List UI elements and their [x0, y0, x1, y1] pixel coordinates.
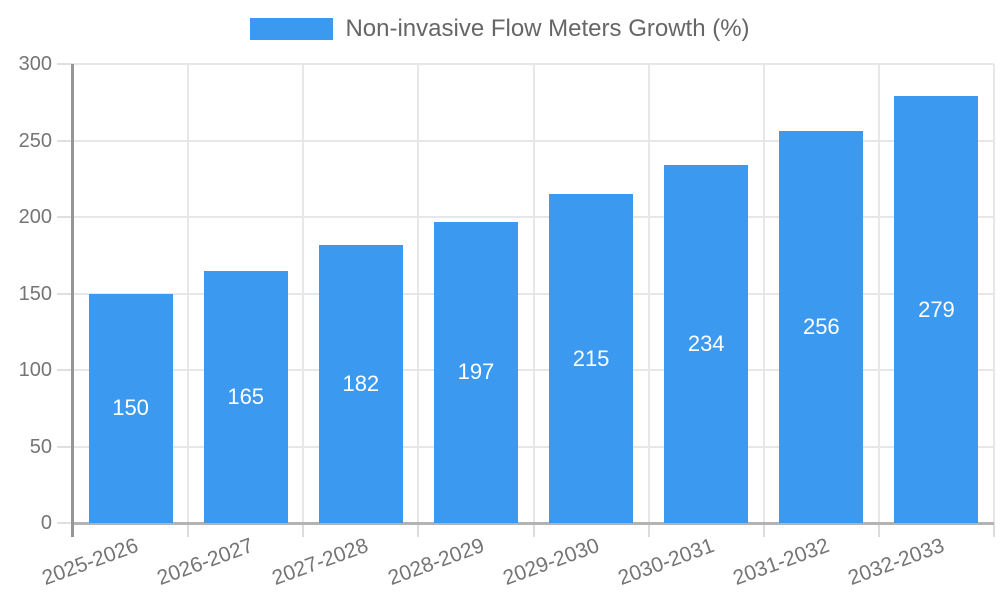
- x-tick-label: 2029-2030: [499, 534, 602, 590]
- bar: [664, 164, 749, 523]
- x-axis-tick: [762, 523, 765, 537]
- x-tick-label: 2027-2028: [269, 534, 372, 590]
- bar: [779, 131, 864, 523]
- legend-swatch: [250, 18, 334, 40]
- x-gridline: [417, 64, 420, 523]
- x-gridline: [993, 64, 995, 523]
- y-axis-tick: [57, 445, 73, 448]
- x-axis-tick: [877, 523, 880, 537]
- y-tick-label: 50: [29, 435, 52, 458]
- x-gridline: [302, 64, 305, 523]
- x-gridline: [877, 64, 880, 523]
- bar: [318, 244, 403, 523]
- y-axis-tick: [57, 139, 73, 142]
- bar: [433, 221, 518, 523]
- bar: [88, 293, 173, 523]
- bar: [549, 194, 634, 523]
- x-tick-label: 2026-2027: [154, 534, 257, 590]
- y-tick-label: 100: [18, 359, 52, 381]
- bar-value-label: 150: [112, 395, 149, 421]
- y-tick-label: 150: [18, 282, 52, 305]
- bar-value-label: 182: [342, 370, 380, 396]
- x-tick-label: 2032-2033: [845, 534, 948, 590]
- y-axis-tick: [57, 369, 73, 371]
- x-axis-tick: [532, 523, 535, 537]
- x-axis-tick: [187, 523, 190, 537]
- y-axis-tick: [57, 522, 73, 524]
- x-axis: [73, 522, 994, 525]
- bar: [203, 270, 288, 523]
- x-axis-tick: [417, 523, 420, 537]
- legend-label: Non-invasive Flow Meters Growth (%): [345, 15, 750, 42]
- bar-value-label: 197: [457, 359, 495, 385]
- bar: [894, 96, 979, 523]
- y-axis-tick: [57, 63, 73, 65]
- bar-value-label: 165: [227, 383, 265, 409]
- x-tick-label: 2031-2032: [729, 534, 833, 590]
- x-gridline: [532, 64, 535, 523]
- y-axis: [71, 64, 74, 537]
- y-tick-label: 300: [18, 53, 52, 75]
- x-axis-tick: [993, 523, 995, 537]
- bar-value-label: 279: [918, 296, 955, 322]
- x-tick-label: 2025-2026: [39, 534, 142, 590]
- y-axis-tick: [57, 216, 73, 218]
- y-tick-label: 0: [40, 512, 52, 534]
- x-gridline: [187, 64, 190, 523]
- bar-value-label: 234: [687, 330, 725, 356]
- bar-value-label: 215: [572, 345, 610, 371]
- x-axis-tick: [302, 523, 305, 537]
- x-tick-label: 2030-2031: [614, 534, 718, 590]
- bar-value-label: 256: [802, 314, 840, 340]
- chart-legend[interactable]: Non-invasive Flow Meters Growth (%): [0, 16, 1000, 42]
- x-tick-label: 2028-2029: [384, 534, 487, 590]
- y-tick-label: 200: [18, 206, 52, 228]
- x-gridline: [647, 64, 650, 523]
- y-axis-tick: [57, 292, 73, 295]
- x-axis-tick: [647, 523, 650, 537]
- y-tick-label: 250: [18, 129, 52, 152]
- x-gridline: [762, 64, 765, 523]
